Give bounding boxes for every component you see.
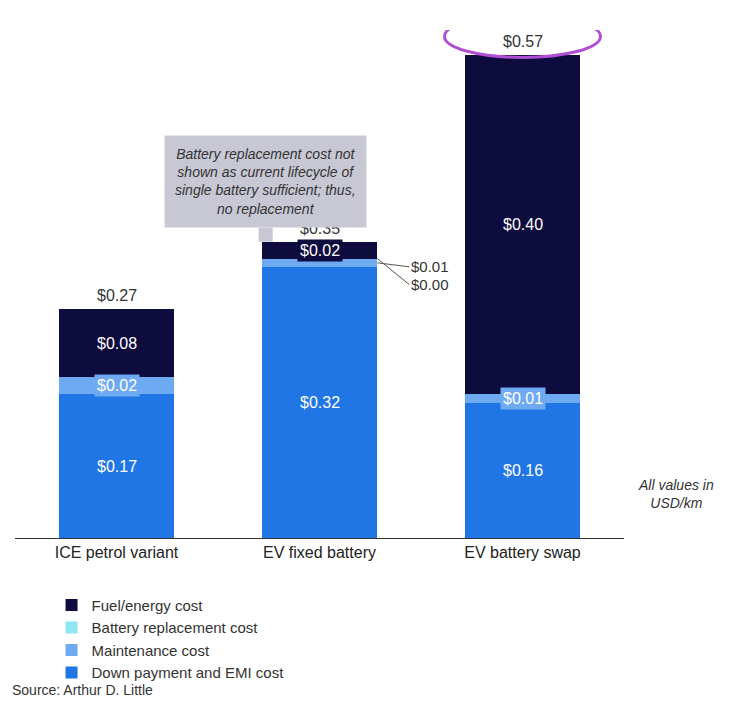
svg-text:$0.17: $0.17 [97, 458, 137, 475]
svg-text:$0.01: $0.01 [503, 390, 543, 407]
svg-text:$0.40: $0.40 [503, 216, 543, 233]
svg-text:$0.08: $0.08 [97, 335, 137, 352]
svg-text:EV battery swap: EV battery swap [464, 544, 581, 561]
svg-text:Down payment and EMI cost: Down payment and EMI cost [92, 664, 285, 681]
svg-text:$0.02: $0.02 [97, 377, 137, 394]
svg-text:$0.57: $0.57 [503, 33, 543, 50]
svg-text:Battery replacement cost notsh: Battery replacement cost notshown as cur… [175, 146, 356, 217]
svg-text:Battery replacement cost: Battery replacement cost [92, 619, 259, 636]
svg-text:All values inUSD/km: All values inUSD/km [638, 477, 714, 511]
svg-text:ICE petrol variant: ICE petrol variant [55, 544, 179, 561]
svg-text:$0.00: $0.00 [411, 276, 449, 293]
svg-text:$0.27: $0.27 [97, 287, 137, 304]
svg-text:Fuel/energy cost: Fuel/energy cost [92, 597, 204, 614]
svg-text:$0.02: $0.02 [300, 242, 340, 259]
svg-text:$0.35: $0.35 [300, 220, 340, 237]
svg-text:EV fixed battery: EV fixed battery [263, 544, 376, 561]
svg-text:$0.01: $0.01 [411, 258, 449, 275]
svg-text:$0.32: $0.32 [300, 394, 340, 411]
svg-text:Maintenance cost: Maintenance cost [92, 642, 210, 659]
svg-text:$0.16: $0.16 [503, 462, 543, 479]
svg-text:Source: Arthur D. Little: Source: Arthur D. Little [12, 682, 153, 698]
